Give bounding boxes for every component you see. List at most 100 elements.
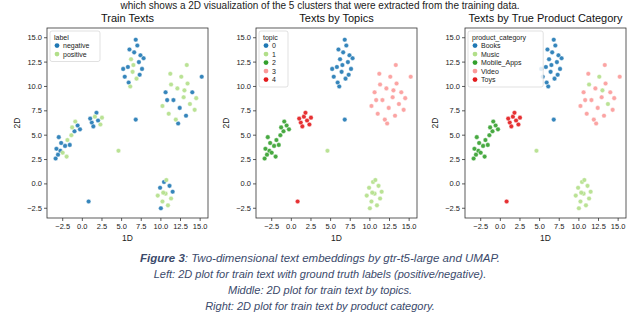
scatter-point xyxy=(397,102,402,107)
tick-label: 15.0 xyxy=(445,33,460,42)
legend-label: 0 xyxy=(272,42,276,49)
tick-mark xyxy=(253,37,256,38)
scatter-point xyxy=(364,193,369,198)
tick-mark xyxy=(310,218,311,221)
tick-label: 12.5 xyxy=(382,222,397,231)
scatter-point xyxy=(588,189,593,194)
tick-label: −2.5 xyxy=(473,222,488,231)
tick-label: 10.0 xyxy=(154,222,169,231)
scatter-point xyxy=(63,144,68,149)
scatter-point xyxy=(595,106,600,111)
scatter-point xyxy=(346,60,351,65)
legend-swatch xyxy=(55,43,60,48)
tick-label: 15.0 xyxy=(611,222,626,231)
body-text: which shows a 2D visualization of the 5 … xyxy=(119,0,519,11)
scatter-point xyxy=(177,106,182,111)
plot-frame xyxy=(256,28,417,218)
axis-label: 2D xyxy=(430,118,440,129)
scatter-point xyxy=(188,102,193,107)
scatter-point xyxy=(552,76,557,81)
tick-mark xyxy=(160,218,161,221)
tick-mark xyxy=(271,218,272,221)
tick-label: 12.5 xyxy=(173,222,188,231)
tick-label: 15.0 xyxy=(402,222,417,231)
legend-label: negative xyxy=(63,42,90,50)
tick-mark xyxy=(253,183,256,184)
legend-swatch xyxy=(473,52,478,57)
tick-mark xyxy=(539,218,540,221)
scatter-point xyxy=(378,82,383,87)
scatter-point xyxy=(393,113,398,118)
scatter-point xyxy=(343,76,348,81)
scatter-point xyxy=(127,47,132,52)
legend-swatch xyxy=(264,69,269,74)
scatter-point xyxy=(600,88,605,93)
scatter-point xyxy=(587,196,592,201)
tick-mark xyxy=(500,218,501,221)
scatter-point xyxy=(192,108,197,113)
caption-line: Middle: 2D plot for train text by topics… xyxy=(228,284,412,296)
scatter-point xyxy=(340,63,345,68)
scatter-point xyxy=(278,133,283,138)
scatter-point xyxy=(166,203,171,208)
tick-mark xyxy=(462,135,465,136)
tick-mark xyxy=(350,218,351,221)
tick-mark xyxy=(44,110,47,111)
tick-label: −2.5 xyxy=(236,204,251,213)
legend-swatch xyxy=(473,60,478,65)
scatter-point xyxy=(599,95,604,100)
scatter-point xyxy=(394,81,399,86)
scatter-point xyxy=(342,117,347,122)
legend-swatch xyxy=(264,43,269,48)
scatter-point xyxy=(491,119,496,124)
tick-label: −2.5 xyxy=(55,222,70,231)
tick-mark xyxy=(82,218,83,221)
axis-label: 2D xyxy=(221,118,231,129)
scatter-point xyxy=(272,144,277,149)
scatter-point xyxy=(163,90,168,95)
scatter-point xyxy=(378,196,383,201)
chart-title: Texts by Topics xyxy=(299,12,374,24)
scatter-point xyxy=(482,154,487,159)
scatter-point xyxy=(370,190,375,195)
scatter-point xyxy=(60,150,65,155)
scatter-point xyxy=(170,189,175,194)
scatter-point xyxy=(478,150,483,155)
scatter-point xyxy=(134,76,139,81)
scatter-point xyxy=(376,184,381,189)
scatter-point xyxy=(159,206,164,211)
scatter-point xyxy=(132,50,137,55)
scatter-point xyxy=(573,193,578,198)
tick-label: 12.5 xyxy=(591,222,606,231)
scatter-point xyxy=(551,117,556,122)
scatter-point xyxy=(190,90,195,95)
scatter-point xyxy=(553,43,558,48)
scatter-point xyxy=(583,98,588,103)
scatter-point xyxy=(608,90,613,95)
tick-label: 7.5 xyxy=(241,106,251,115)
scatter-point xyxy=(385,121,390,126)
scatter-point xyxy=(585,184,590,189)
scatter-point xyxy=(175,86,180,91)
legend-title: topic xyxy=(263,34,278,42)
scatter-point xyxy=(548,70,553,75)
legend-title: product_category xyxy=(472,34,527,42)
tick-mark xyxy=(44,159,47,160)
scatter-point xyxy=(263,147,268,152)
tick-mark xyxy=(253,135,256,136)
tick-label: 15.0 xyxy=(27,33,42,42)
scatter-panel: Texts by Topics−2.50.02.55.07.510.012.51… xyxy=(221,12,417,243)
scatter-point xyxy=(265,135,270,140)
legend-title: label xyxy=(54,34,69,41)
tick-mark xyxy=(253,159,256,160)
scatter-point xyxy=(54,147,59,152)
tick-label: 10.0 xyxy=(363,222,378,231)
axis-label: 1D xyxy=(122,233,133,243)
tick-mark xyxy=(44,183,47,184)
scatter-point xyxy=(374,98,379,103)
scatter-point xyxy=(184,113,189,118)
scatter-point xyxy=(137,72,142,77)
scatter-point xyxy=(581,90,586,95)
scatter-point xyxy=(380,98,385,103)
tick-label: 0.0 xyxy=(32,179,42,188)
